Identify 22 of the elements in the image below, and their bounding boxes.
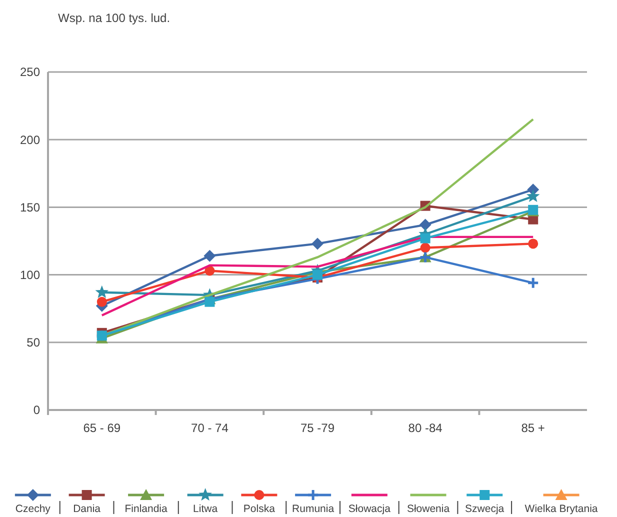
y-tick-label: 0: [33, 403, 40, 418]
legend-label: Finlandia: [124, 503, 168, 515]
y-tick-label: 200: [20, 132, 40, 147]
legend-label: Słowenia: [406, 503, 450, 515]
legend-label: Czechy: [15, 503, 52, 515]
legend-label: Litwa: [193, 503, 218, 515]
y-tick-label: 50: [26, 336, 40, 350]
y-tick-label: 100: [20, 268, 40, 282]
x-tick-label: 65 - 69: [83, 421, 121, 435]
y-axis-title: Wsp. na 100 tys. lud.: [58, 11, 170, 25]
x-tick-label: 80 -84: [408, 421, 443, 435]
x-tick-label: 75 -79: [300, 421, 335, 435]
legend-label: Polska: [243, 503, 276, 515]
legend-label: Wielka Brytania: [524, 503, 598, 515]
legend-label: Szwecja: [465, 503, 504, 515]
y-tick-label: 150: [20, 200, 40, 214]
legend-label: Słowacja: [348, 503, 391, 515]
legend-label: Dania: [73, 503, 101, 515]
x-tick-label: 70 - 74: [191, 421, 229, 435]
legend-label: Rumunia: [292, 503, 334, 515]
x-tick-label: 85 +: [521, 421, 545, 435]
y-tick-label: 250: [20, 65, 40, 80]
